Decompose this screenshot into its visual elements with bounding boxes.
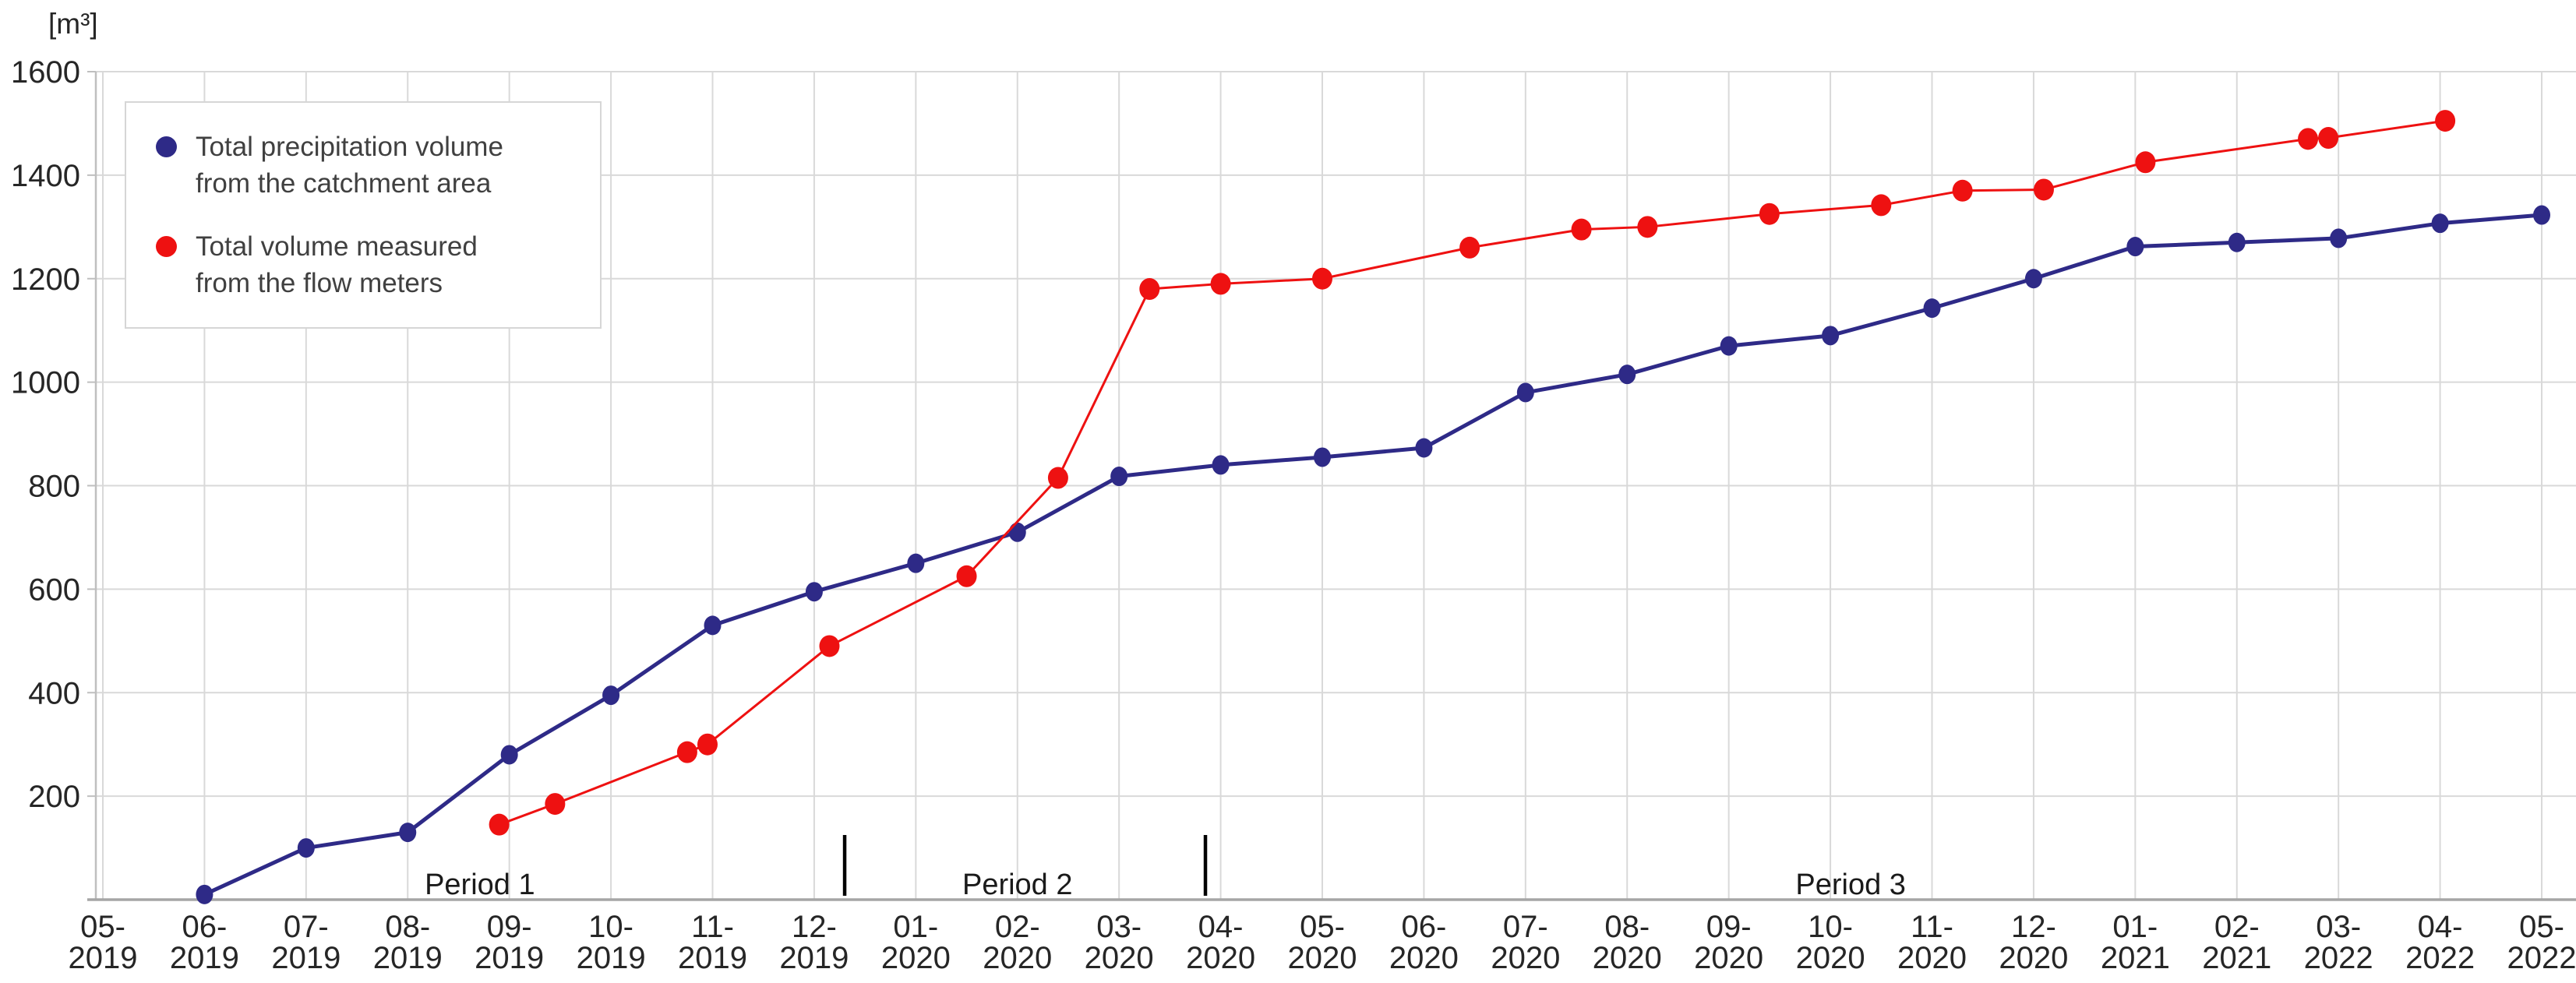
series-1-marker	[1139, 278, 1160, 301]
series-0-marker	[297, 838, 315, 858]
series-0-marker	[907, 553, 925, 573]
x-tick-label: 09-2020	[1694, 910, 1763, 975]
x-tick-label: 03-2020	[1085, 910, 1154, 975]
x-tick-label: 06-2019	[170, 910, 239, 975]
legend-item-flow-meters: Total volume measured from the flow meter…	[156, 228, 600, 301]
series-0-marker	[2228, 232, 2246, 252]
series-1-marker	[676, 741, 697, 763]
x-tick-label: 07-2019	[271, 910, 341, 975]
series-1-marker	[545, 793, 566, 816]
x-tick-label: 11-2019	[678, 910, 747, 975]
series-1-marker	[1759, 203, 1780, 225]
legend-marker-flow-meters-icon	[156, 235, 177, 257]
x-tick-label: 05-2022	[2507, 910, 2576, 975]
y-tick-label: 1000	[11, 366, 80, 400]
series-0-marker	[1618, 365, 1636, 385]
y-tick-label: 400	[28, 676, 80, 710]
x-tick-label: 04-2020	[1186, 910, 1255, 975]
x-tick-label: 01-2020	[881, 910, 951, 975]
y-axis-unit-label: [m³]	[48, 8, 98, 40]
period-label: Period 2	[962, 868, 1073, 901]
series-1-marker	[819, 635, 840, 657]
series-0-marker	[399, 823, 417, 843]
x-tick-label: 08-2019	[373, 910, 443, 975]
x-tick-label: 10-2020	[1796, 910, 1865, 975]
series-1-marker	[2298, 128, 2319, 150]
x-tick-label: 07-2020	[1491, 910, 1560, 975]
y-tick-label: 600	[28, 573, 80, 607]
series-0-marker	[196, 884, 213, 904]
x-tick-label: 04-2022	[2405, 910, 2475, 975]
x-tick-label: 05-2020	[1288, 910, 1357, 975]
series-1-marker	[1047, 467, 1068, 489]
y-tick-label: 1200	[11, 262, 80, 297]
series-0-marker	[1212, 455, 1230, 475]
series-line-0	[203, 213, 2542, 897]
series-1-marker	[1871, 194, 1892, 217]
series-0-marker	[1110, 467, 1128, 487]
series-0-marker	[1314, 447, 1331, 467]
y-tick-label: 1600	[11, 55, 80, 90]
series-0-marker	[2024, 269, 2042, 289]
period-label: Period 1	[425, 868, 535, 901]
series-0-marker	[1008, 522, 1026, 542]
series-1-marker	[2135, 151, 2156, 174]
series-0-marker	[2330, 228, 2348, 248]
legend-label-line: from the catchment area	[196, 168, 492, 199]
series-1-marker	[1637, 216, 1658, 238]
legend-label-precipitation: Total precipitation volume from the catch…	[196, 129, 503, 202]
series-0-marker	[2126, 237, 2144, 257]
x-tick-label: 03-2022	[2304, 910, 2373, 975]
x-tick-label: 12-2019	[779, 910, 849, 975]
series-1-marker	[1210, 273, 1231, 295]
period-label: Period 3	[1795, 868, 1906, 901]
series-0-marker	[2533, 205, 2550, 225]
series-1-marker	[2033, 178, 2054, 201]
series-0-marker	[2431, 213, 2449, 234]
x-tick-label: 02-2020	[983, 910, 1052, 975]
series-0-marker	[805, 582, 823, 602]
legend-item-precipitation: Total precipitation volume from the catch…	[156, 129, 600, 202]
series-0-marker	[1822, 326, 1840, 346]
x-tick-label: 06-2020	[1389, 910, 1459, 975]
series-1-marker	[489, 813, 510, 836]
x-tick-label: 05-2019	[69, 910, 138, 975]
series-line-1	[499, 119, 2446, 826]
series-1-marker	[2435, 110, 2456, 132]
y-tick-label: 1400	[11, 159, 80, 193]
series-0-marker	[1923, 298, 1941, 319]
series-0-marker	[704, 615, 722, 636]
x-tick-label: 02-2021	[2202, 910, 2271, 975]
series-1-marker	[956, 565, 977, 587]
series-0-marker	[1516, 382, 1534, 403]
legend-label-line: Total precipitation volume	[196, 132, 503, 163]
legend: Total precipitation volume from the catch…	[125, 101, 602, 329]
legend-marker-precipitation-icon	[156, 136, 177, 158]
x-tick-label: 12-2020	[1999, 910, 2068, 975]
series-1-marker	[1571, 218, 1592, 241]
legend-label-flow-meters: Total volume measured from the flow meter…	[196, 228, 478, 301]
x-tick-label: 09-2019	[475, 910, 544, 975]
series-1-marker	[2318, 127, 2339, 150]
series-0-marker	[602, 685, 620, 706]
y-tick-label: 200	[28, 780, 80, 814]
x-tick-label: 10-2019	[577, 910, 646, 975]
x-tick-label: 08-2020	[1593, 910, 1662, 975]
y-tick-label: 800	[28, 470, 80, 504]
series-0-marker	[500, 745, 518, 765]
series-1-marker	[1312, 267, 1332, 290]
series-1-marker	[697, 733, 718, 756]
series-0-marker	[1415, 438, 1433, 458]
series-1-marker	[1952, 179, 1973, 202]
series-1-marker	[1459, 236, 1480, 259]
x-tick-label: 11-2020	[1897, 910, 1967, 975]
x-tick-label: 01-2021	[2101, 910, 2170, 975]
legend-label-line: from the flow meters	[196, 267, 443, 298]
legend-label-line: Total volume measured	[196, 231, 478, 262]
series-0-marker	[1720, 336, 1738, 356]
